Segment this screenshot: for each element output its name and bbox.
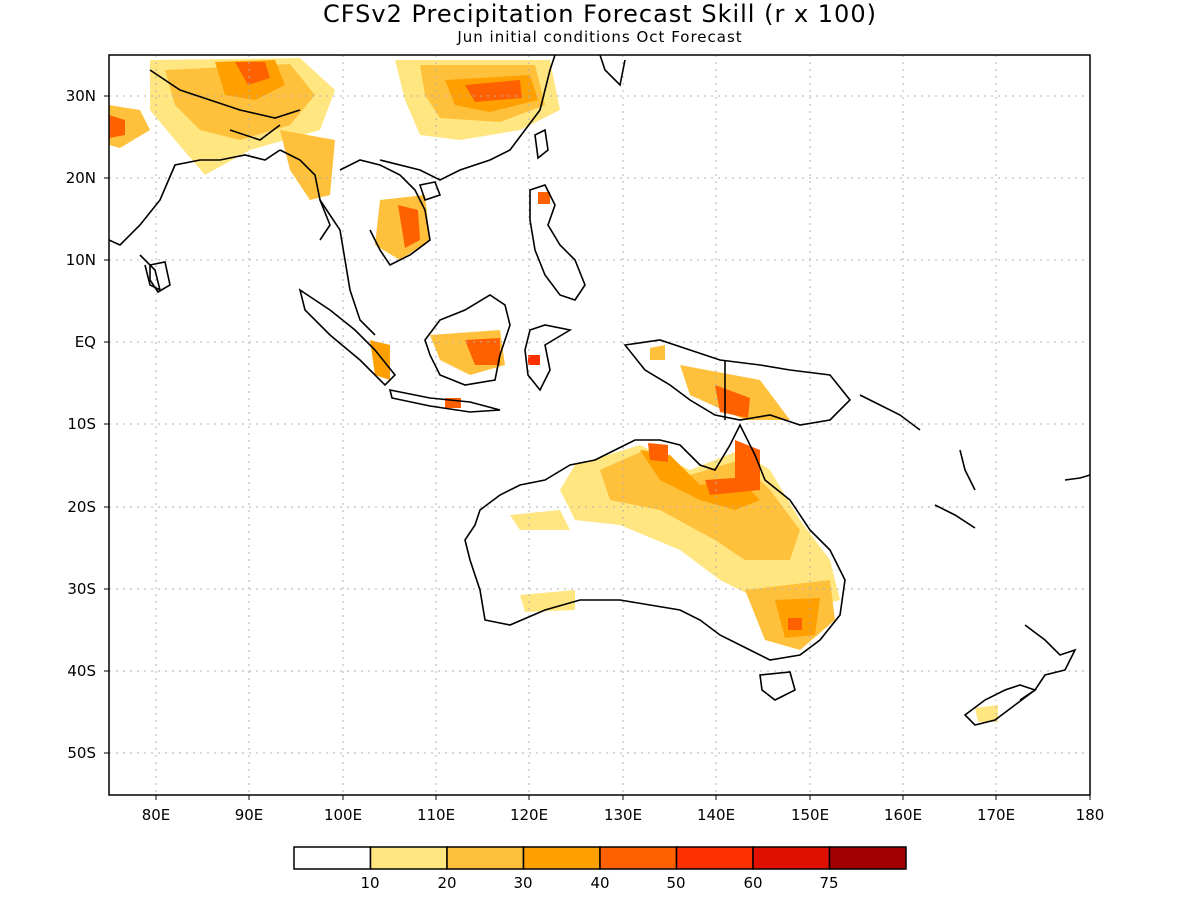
skill-area-philippines xyxy=(538,192,550,204)
coastlines xyxy=(109,55,1090,726)
lat-label: 30N xyxy=(66,87,96,105)
colorbar-label: 20 xyxy=(437,874,456,892)
grid-lines xyxy=(109,55,1090,795)
colorbar-label: 50 xyxy=(666,874,685,892)
chart-title: CFSv2 Precipitation Forecast Skill (r x … xyxy=(323,0,877,28)
lon-label: 170E xyxy=(977,806,1015,824)
skill-area-tibet-max xyxy=(235,62,270,85)
coastline-australia xyxy=(464,423,846,661)
coastline-philippines xyxy=(529,184,586,301)
coastline-tasmania xyxy=(759,671,796,701)
lat-label: 10S xyxy=(67,415,96,433)
coastline-hainan xyxy=(418,181,442,202)
skill-area-australia-se-max xyxy=(788,618,802,630)
lat-label: 40S xyxy=(67,662,96,680)
coastline-new-caledonia xyxy=(934,504,976,529)
lat-label: 30S xyxy=(67,580,96,598)
skill-area-india-west-core xyxy=(109,115,125,138)
colorbar-label: 60 xyxy=(743,874,762,892)
skill-area-new-zealand xyxy=(975,705,998,722)
colorbar: 10 20 30 40 50 60 75 xyxy=(293,846,907,892)
skill-area-sulawesi xyxy=(528,355,540,365)
coastline-new-zealand-south xyxy=(963,684,1037,726)
lon-label: 100E xyxy=(324,806,362,824)
coastline-sri-lanka xyxy=(149,261,171,294)
lon-label: 180 xyxy=(1076,806,1105,824)
lon-label: 110E xyxy=(417,806,455,824)
colorbar-swatch xyxy=(675,846,754,870)
lat-label: 20N xyxy=(66,169,96,187)
lat-label: 20S xyxy=(67,498,96,516)
skill-area-cape-york xyxy=(705,440,760,495)
coastline-new-zealand-north xyxy=(1019,624,1077,701)
coastline-borneo xyxy=(424,294,511,386)
colorbar-label: 30 xyxy=(513,874,532,892)
lon-label: 80E xyxy=(142,806,171,824)
coastline-new-guinea xyxy=(623,339,852,426)
skill-area-borneo-core xyxy=(465,338,500,365)
colorbar-label: 40 xyxy=(590,874,609,892)
skill-area-arnhem xyxy=(648,443,668,462)
map-frame xyxy=(108,54,1091,796)
coastline-india xyxy=(109,149,281,292)
coastline-java xyxy=(388,388,501,413)
colorbar-swatch xyxy=(293,846,372,870)
coastline-taiwan xyxy=(534,128,549,160)
coastline-myanmar xyxy=(279,149,331,241)
skill-area-java xyxy=(445,398,461,408)
skill-area-india-west xyxy=(109,105,150,148)
coastline-fiji xyxy=(1064,474,1090,481)
skill-area-myanmar xyxy=(280,130,335,200)
colorbar-swatch xyxy=(599,846,678,870)
latitude-labels: 30N 20N 10N EQ 10S 20S 30S 40S 50S xyxy=(66,87,96,762)
coastline-japan xyxy=(599,55,626,87)
colorbar-swatch xyxy=(369,846,448,870)
skill-area-wa-south xyxy=(520,590,575,612)
coastline-vanuatu xyxy=(959,449,976,491)
coastline-indochina xyxy=(339,159,431,267)
skill-area-wa-north xyxy=(510,510,570,530)
skill-area-vietnam-core xyxy=(398,205,420,248)
lon-label: 150E xyxy=(791,806,829,824)
skill-area-australia-north-peak xyxy=(640,450,760,510)
colorbar-swatch xyxy=(446,846,525,870)
colorbar-label: 75 xyxy=(819,874,838,892)
chart-subtitle: Jun initial conditions Oct Forecast xyxy=(457,28,743,46)
coastline-malay-peninsula xyxy=(319,199,376,336)
coastline-solomon xyxy=(859,394,921,431)
lon-label: 90E xyxy=(235,806,264,824)
colorbar-swatch xyxy=(752,846,831,870)
lat-label: EQ xyxy=(75,333,96,351)
lon-label: 160E xyxy=(884,806,922,824)
skill-area-new-guinea-core xyxy=(715,385,750,418)
skill-area-new-guinea xyxy=(650,345,665,360)
lat-label: 50S xyxy=(67,744,96,762)
coastline-sumatra xyxy=(298,288,397,387)
lon-label: 140E xyxy=(697,806,735,824)
longitude-labels: 80E 90E 100E 110E 120E 130E 140E 150E 16… xyxy=(142,806,1105,824)
lon-label: 130E xyxy=(604,806,642,824)
lon-label: 120E xyxy=(510,806,548,824)
skill-shading xyxy=(109,58,998,722)
skill-area-china-max xyxy=(465,80,522,102)
coastline-china xyxy=(379,55,556,181)
colorbar-swatch xyxy=(828,846,907,870)
colorbar-swatch xyxy=(522,846,601,870)
coastline-sulawesi xyxy=(524,324,573,392)
lat-label: 10N xyxy=(66,251,96,269)
colorbar-label: 10 xyxy=(360,874,379,892)
coastline-himalaya-border xyxy=(149,69,301,141)
axis-ticks xyxy=(104,95,1091,800)
